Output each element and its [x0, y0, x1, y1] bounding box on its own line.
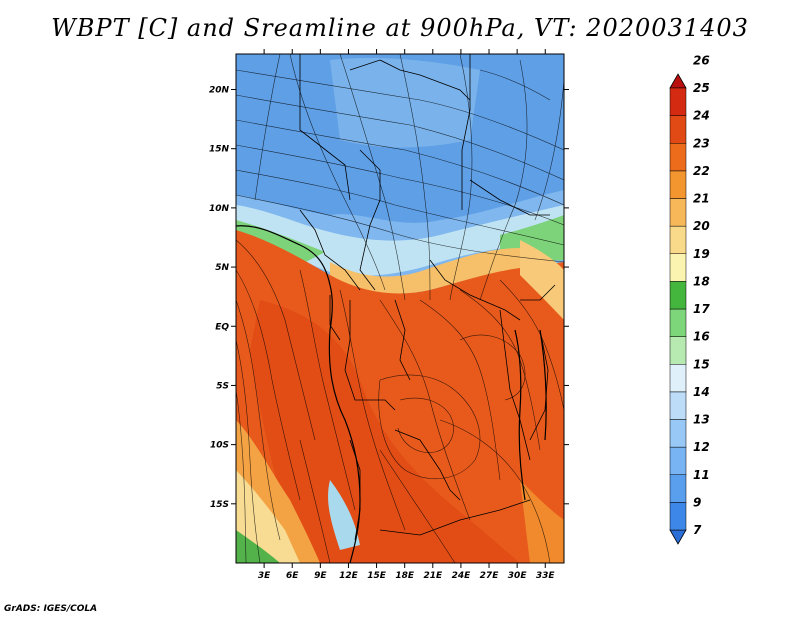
colorbar-segment: [669, 502, 687, 531]
colorbar-label: 23: [693, 136, 710, 150]
colorbar-label: 15: [693, 357, 710, 371]
lon-tick-label: 6E: [286, 571, 299, 581]
colorbar-segment: [669, 143, 687, 172]
colorbar-segment: [669, 364, 687, 393]
colorbar-label: 22: [693, 164, 710, 178]
colorbar-segment: [669, 225, 687, 254]
warm-front-band: [330, 248, 520, 294]
colorbar-label: 16: [693, 330, 710, 344]
colorbar-segment: [669, 446, 687, 475]
lat-tick-label: 15N: [209, 145, 230, 155]
colorbar-segment: [669, 474, 687, 503]
colorbar-segment: [669, 391, 687, 420]
colorbar-label: 12: [693, 440, 710, 454]
lon-tick-label: 33E: [536, 571, 556, 581]
colorbar-segment: [669, 308, 687, 337]
colorbar-segment: [669, 281, 687, 310]
colorbar-segment: [669, 253, 687, 282]
lat-tick-label: 5N: [215, 263, 229, 273]
lat-tick-label: EQ: [215, 322, 229, 332]
colorbar-label: 25: [693, 81, 710, 95]
colorbar-label: 11: [693, 468, 710, 482]
colorbar-segment: [669, 419, 687, 448]
lon-tick-label: 15E: [367, 571, 387, 581]
map-title: WBPT [C] and Sreamline at 900hPa, VT: 20…: [51, 14, 749, 42]
grads-credit: GrADS: IGES/COLA: [4, 604, 98, 614]
colorbar-bottom-triangle: [669, 529, 687, 545]
lon-tick-label: 30E: [508, 571, 528, 581]
lon-tick-label: 12E: [339, 571, 359, 581]
green-band-west: [236, 220, 325, 265]
lon-tick-label: 21E: [423, 571, 443, 581]
colorbar-segment: [669, 336, 687, 365]
lat-tick-label: 10N: [209, 204, 230, 214]
colorbar-label: 18: [693, 274, 710, 288]
colorbar-segment: [669, 115, 687, 144]
lon-tick-label: 9E: [314, 571, 327, 581]
lon-tick-label: 18E: [395, 571, 415, 581]
colorbar-segment: [669, 170, 687, 199]
latitude-axis: 20N 15N 10N 5N EQ 5S 10S 15S: [209, 86, 569, 510]
colorbar-label: 24: [693, 109, 710, 123]
south-inland-cool-patch: [328, 480, 360, 550]
lon-tick-label: 24E: [452, 571, 472, 581]
colorbar-top-triangle: [669, 73, 687, 89]
lat-tick-label: 10S: [210, 441, 229, 451]
east-cooler-patch: [520, 240, 564, 320]
colorbar-label: 7: [693, 523, 702, 537]
lat-tick-label: 15S: [210, 500, 229, 510]
lon-tick-label: 3E: [258, 571, 271, 581]
colorbar-label: 21: [693, 192, 710, 206]
lon-tick-label: 27E: [480, 571, 500, 581]
colorbar-label: 9: [693, 495, 701, 509]
colorbar: 7 9 11 12 13 14 15 16 17 18 19 20 21 22 23 24 25 26: [669, 53, 710, 545]
map-frame: [235, 53, 565, 564]
lat-tick-label: 20N: [209, 86, 230, 96]
map-plot-area: [236, 54, 564, 563]
cold-air-core: [330, 58, 480, 148]
southwest-green-patch: [236, 530, 280, 563]
coastline: [236, 225, 547, 563]
colorbar-segment: [669, 198, 687, 227]
longitude-axis: 3E 6E 9E 12E 15E 18E 21E 24E 27E 30E 33E: [258, 49, 556, 581]
lat-tick-label: 5S: [216, 381, 229, 391]
colorbar-label: 17: [693, 302, 710, 316]
colorbar-label: 13: [693, 413, 710, 427]
colorbar-label: 14: [693, 385, 710, 399]
colorbar-segment: [669, 87, 687, 116]
warm-air-core: [250, 300, 520, 563]
colorbar-label: 26: [693, 53, 710, 67]
colorbar-label: 20: [693, 219, 710, 233]
colorbar-label: 19: [693, 247, 710, 261]
